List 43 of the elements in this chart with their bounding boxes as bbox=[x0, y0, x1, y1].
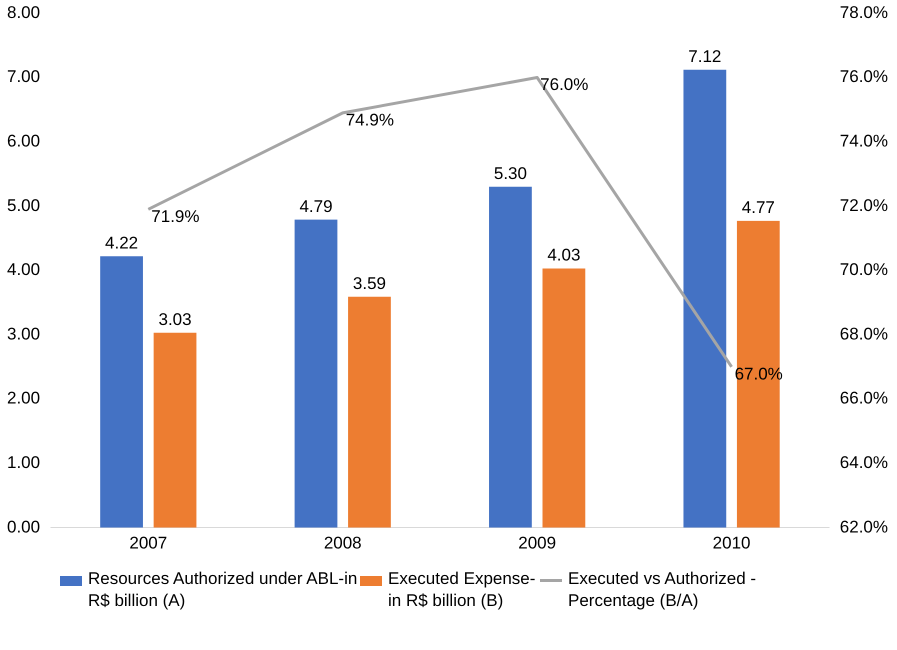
y-tick-label: 2.00 bbox=[6, 388, 40, 408]
bar bbox=[489, 186, 532, 528]
y-tick-label: 3.00 bbox=[6, 324, 40, 344]
bar bbox=[542, 268, 586, 528]
data-label: 76.0% bbox=[540, 75, 588, 94]
legend-label: Resources Authorized under ABL-in R$ billion (A) bbox=[88, 568, 358, 612]
y-tick-label: 5.00 bbox=[6, 196, 40, 215]
y2-tick-label: 68.0% bbox=[840, 324, 888, 344]
y2-tick-label: 76.0% bbox=[840, 67, 888, 86]
data-label: 71.9% bbox=[151, 207, 200, 226]
bar bbox=[294, 220, 338, 528]
y2-tick-label: 70.0% bbox=[840, 260, 888, 280]
data-label: 3.03 bbox=[158, 310, 192, 329]
y-tick-label: 4.00 bbox=[6, 260, 40, 280]
bar bbox=[100, 256, 143, 528]
y-tick-label: 6.00 bbox=[6, 131, 40, 150]
y2-tick-label: 74.0% bbox=[840, 131, 888, 150]
y2-tick-label: 72.0% bbox=[840, 196, 888, 215]
data-label: 4.22 bbox=[105, 233, 138, 252]
x-tick-label: 2010 bbox=[712, 533, 750, 552]
y-tick-label: 8.00 bbox=[6, 2, 40, 22]
data-label: 4.79 bbox=[299, 196, 333, 216]
data-label: 5.30 bbox=[494, 164, 527, 183]
legend-label: Executed vs Authorized - Percentage (B/A) bbox=[568, 568, 758, 612]
data-label: 3.59 bbox=[352, 274, 386, 293]
x-tick-label: 2007 bbox=[129, 533, 168, 552]
y2-tick-label: 62.0% bbox=[840, 517, 888, 536]
y-tick-label: 1.00 bbox=[6, 452, 40, 472]
legend-label: Executed Expense-in R$ billion (B) bbox=[388, 568, 536, 612]
data-label: 7.12 bbox=[688, 46, 722, 66]
bar bbox=[683, 70, 726, 528]
y2-tick-label: 66.0% bbox=[840, 388, 888, 408]
bar bbox=[154, 332, 196, 528]
x-tick-label: 2009 bbox=[518, 533, 556, 552]
data-label: 74.9% bbox=[346, 110, 394, 130]
y-tick-label: 7.00 bbox=[6, 67, 40, 86]
y-tick-label: 0.00 bbox=[6, 517, 40, 536]
y2-tick-label: 78.0% bbox=[840, 2, 888, 22]
data-label: 4.77 bbox=[742, 198, 775, 218]
y2-tick-label: 64.0% bbox=[840, 452, 888, 472]
data-label: 4.03 bbox=[547, 246, 580, 265]
x-tick-label: 2008 bbox=[324, 533, 362, 552]
bar bbox=[348, 296, 391, 528]
